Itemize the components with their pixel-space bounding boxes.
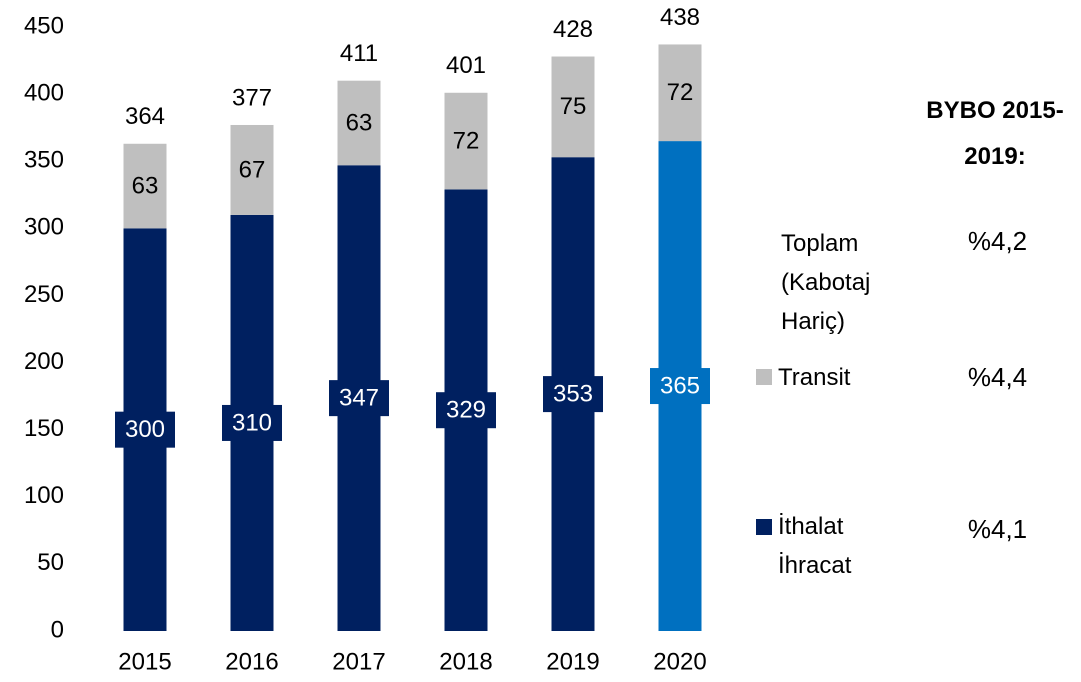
- total-label: 438: [660, 4, 700, 31]
- value-label: 365: [660, 372, 700, 399]
- value-label-box: [222, 404, 282, 441]
- x-tick-label: 2018: [439, 648, 492, 675]
- growth-rate: %4,1: [967, 514, 1028, 544]
- value-label: 63: [132, 172, 159, 199]
- bar-segment: [123, 143, 167, 229]
- y-tick-label: 450: [24, 12, 64, 39]
- value-label-box: [329, 380, 389, 417]
- value-label: 63: [346, 109, 373, 136]
- value-label-box: [543, 376, 603, 413]
- y-tick-label: 400: [24, 79, 64, 106]
- bar-segment: [658, 44, 702, 142]
- value-label: 72: [667, 79, 694, 106]
- value-label: 329: [446, 397, 486, 424]
- legend-item: Transit: [756, 358, 850, 397]
- x-tick-label: 2015: [118, 648, 171, 675]
- growth-title: BYBO 2015-2019:: [926, 97, 1064, 170]
- total-label: 364: [125, 103, 165, 130]
- y-tick-label: 150: [24, 415, 64, 442]
- legend-label: İthalat İhracat: [778, 513, 852, 579]
- total-label: 401: [446, 52, 486, 79]
- legend-swatch: [756, 368, 772, 385]
- value-label: 67: [239, 156, 266, 183]
- value-label-box: [650, 368, 710, 405]
- value-label: 310: [232, 409, 272, 436]
- total-label: Toplam (Kabotaj Hariç): [781, 230, 871, 335]
- value-label: 72: [453, 127, 480, 154]
- x-tick-label: 2017: [332, 648, 385, 675]
- total-label: 377: [232, 84, 272, 111]
- y-tick-label: 200: [24, 348, 64, 375]
- x-tick-label: 2020: [653, 648, 706, 675]
- value-label-box: [115, 411, 175, 448]
- bar-segment: [551, 56, 595, 158]
- total-label: 428: [553, 16, 593, 43]
- legend-swatch: [756, 519, 772, 535]
- value-label-box: [436, 392, 496, 429]
- growth-rate: %4,4: [967, 362, 1028, 392]
- bar-segment: [337, 80, 381, 166]
- y-tick-label: 250: [24, 281, 64, 308]
- x-tick-label: 2016: [225, 648, 278, 675]
- x-tick-label: 2019: [546, 648, 599, 675]
- value-label: 300: [125, 416, 165, 443]
- value-label: 353: [553, 380, 593, 407]
- value-label: 75: [560, 93, 587, 120]
- value-label: 347: [339, 384, 379, 411]
- bar-segment: [230, 124, 274, 215]
- legend-item: İthalat İhracat: [756, 507, 886, 585]
- y-tick-label: 100: [24, 482, 64, 509]
- y-tick-label: 300: [24, 214, 64, 241]
- bar-segment: [444, 92, 488, 190]
- growth-rate: %4,2: [967, 226, 1028, 256]
- y-tick-label: 50: [37, 549, 64, 576]
- total-label: 411: [340, 40, 378, 67]
- legend-label: Transit: [778, 364, 851, 391]
- y-tick-label: 0: [51, 616, 64, 643]
- y-tick-label: 350: [24, 147, 64, 174]
